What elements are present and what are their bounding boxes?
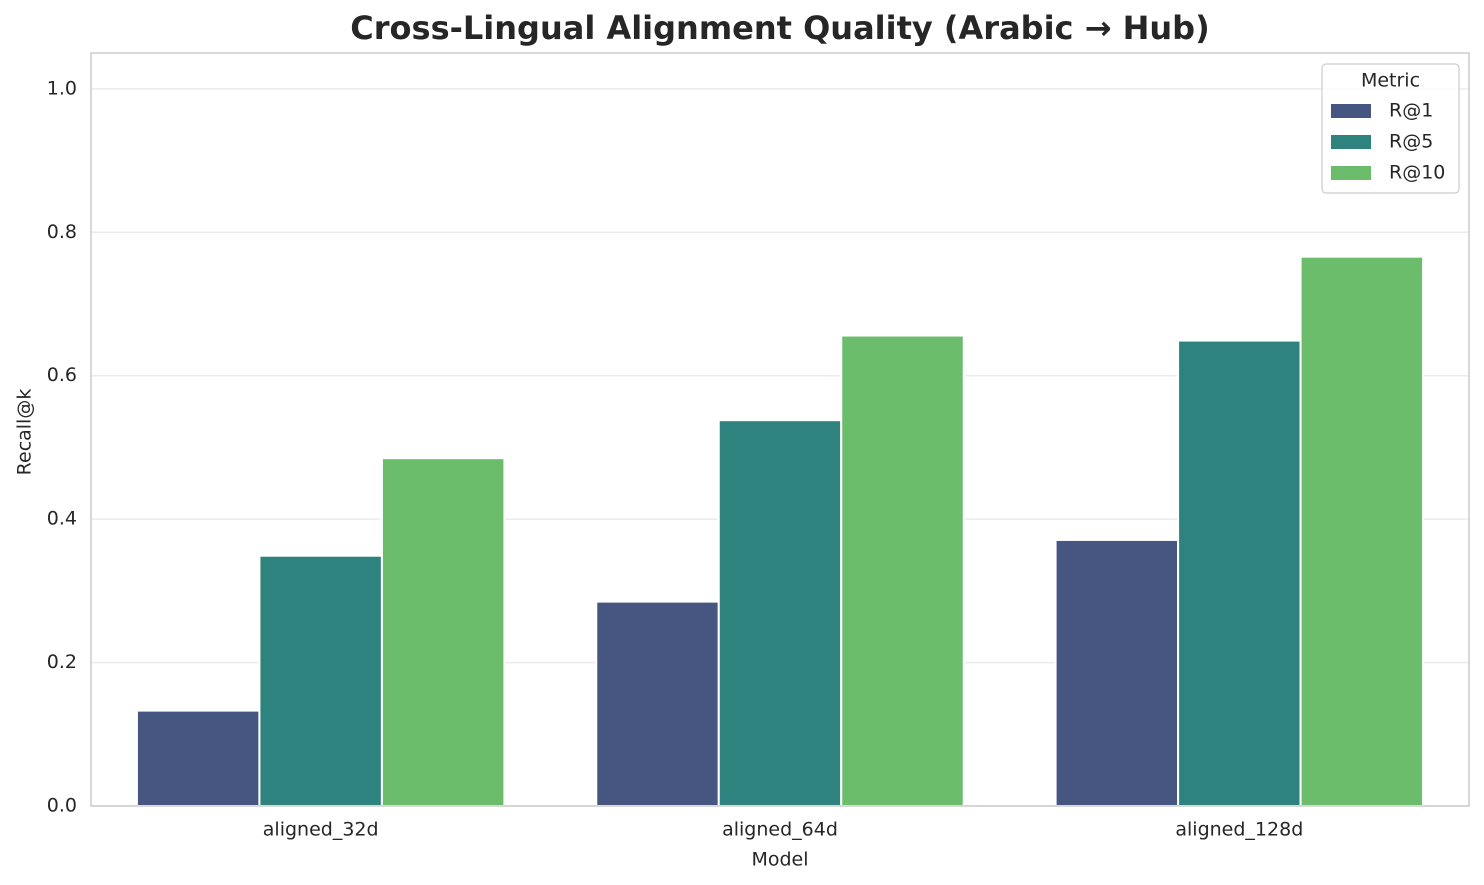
- legend-box: [1321, 63, 1460, 194]
- x-tick-label: aligned_32d: [263, 819, 379, 841]
- y-tick-label: 0.0: [47, 795, 77, 817]
- legend-title: Metric: [1361, 70, 1420, 92]
- legend-swatch: [1331, 135, 1371, 149]
- bar: [1299, 255, 1425, 807]
- bar: [595, 600, 720, 807]
- legend-label: R@5: [1389, 131, 1433, 153]
- bar: [135, 709, 261, 807]
- x-tick-label: aligned_64d: [722, 819, 838, 841]
- y-tick-label: 0.2: [47, 651, 77, 673]
- bar: [380, 457, 506, 807]
- chart-title: Cross-Lingual Alignment Quality (Arabic …: [350, 9, 1209, 47]
- y-tick-label: 0.6: [47, 364, 77, 386]
- legend-label: R@10: [1389, 162, 1445, 184]
- bar: [1054, 538, 1180, 807]
- y-axis-label: Recall@k: [14, 389, 36, 476]
- y-tick-label: 0.8: [47, 221, 77, 243]
- x-axis-label: Model: [751, 849, 808, 871]
- legend-swatch: [1331, 104, 1371, 118]
- y-tick-label: 1.0: [47, 77, 77, 99]
- x-tick-label: aligned_128d: [1175, 819, 1303, 841]
- bar: [840, 334, 965, 807]
- y-tick-label: 0.4: [47, 508, 77, 530]
- bar: [717, 419, 843, 807]
- bar: [1177, 339, 1302, 807]
- legend-label: R@1: [1389, 100, 1433, 122]
- plot-border: [90, 52, 1470, 807]
- legend-swatch: [1331, 166, 1371, 180]
- bar: [258, 554, 383, 808]
